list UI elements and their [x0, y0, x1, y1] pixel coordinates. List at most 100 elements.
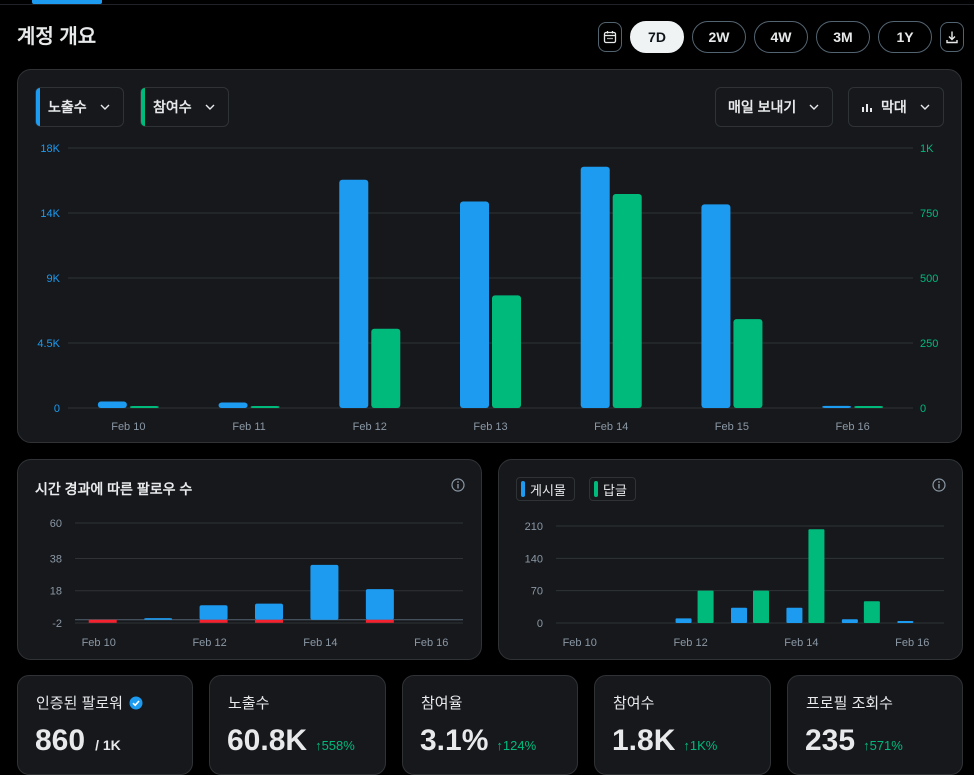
unfollow-bar	[88, 619, 117, 623]
chevron-down-icon	[205, 104, 215, 110]
chevron-down-icon	[809, 104, 819, 110]
unfollow-bar	[199, 619, 228, 623]
stat-engagements[interactable]: 참여수 1.8K ↑1K%	[594, 675, 771, 775]
legend-replies[interactable]: 답글	[589, 477, 636, 501]
metric1-color-bar	[36, 88, 40, 126]
legend-replies-label: 답글	[603, 482, 627, 498]
stat-value-wrap: 235 ↑571%	[805, 724, 903, 758]
stat-label: 노출수	[228, 695, 270, 712]
stat-impressions[interactable]: 노출수 60.8K ↑558%	[209, 675, 386, 775]
range-2w-button[interactable]: 2W	[692, 21, 746, 53]
x-tick-label: Feb 16	[414, 637, 448, 649]
engagements-bar	[854, 406, 884, 408]
calendar-icon	[603, 31, 617, 44]
download-button[interactable]	[940, 22, 964, 52]
posts-replies-bar-chart: 0 70 140 210 Feb 10 Feb 12 Feb 14 Feb 16	[525, 521, 944, 649]
followers-title: 시간 경과에 따른 팔로우 수	[35, 481, 193, 497]
y-tick-label: 140	[525, 553, 543, 565]
main-chart-card: 노출수 참여수 매일 보내기 막대 0 0 4.5K 250 9K 500 14K 750 18…	[17, 69, 962, 443]
y-right-tick: 500	[920, 273, 938, 285]
metric2-color-bar	[141, 88, 145, 126]
followers-bar-chart: -2 18 38 60 Feb 10 Feb 12 Feb 14 Feb 16	[50, 518, 463, 649]
replies-bar	[697, 590, 714, 623]
follow-bar	[144, 618, 173, 620]
range-7d-button[interactable]: 7D	[630, 21, 684, 53]
follow-bar	[365, 589, 394, 620]
y-tick-label: 0	[537, 618, 543, 630]
range-selector: 7D 2W 4W 3M 1Y	[598, 21, 964, 53]
y-right-tick: 250	[920, 338, 938, 350]
replies-bar	[753, 590, 769, 623]
stat-label-wrap: 참여율	[421, 692, 462, 713]
x-tick-label: Feb 14	[303, 637, 337, 649]
stat-label: 참여율	[421, 695, 463, 712]
legend-posts[interactable]: 게시물	[516, 477, 575, 501]
x-tick-label: Feb 10	[563, 637, 597, 649]
stat-label: 참여수	[613, 695, 655, 712]
stat-engagement-rate[interactable]: 참여율 3.1% ↑124%	[402, 675, 578, 775]
y-right-tick: 750	[920, 208, 938, 220]
legend-posts-label: 게시물	[530, 482, 566, 498]
posts-bar	[675, 618, 692, 623]
range-1y-button[interactable]: 1Y	[878, 21, 932, 53]
stat-change: ↑571%	[863, 738, 903, 753]
x-tick-label: Feb 13	[473, 421, 507, 433]
follow-bar	[310, 564, 339, 620]
y-right-tick: 0	[920, 403, 926, 415]
export-daily-select[interactable]: 매일 보내기	[715, 87, 834, 127]
x-tick-label: Feb 12	[673, 637, 707, 649]
x-tick-label: Feb 15	[715, 421, 749, 433]
chart-type-select[interactable]: 막대	[848, 87, 944, 127]
x-tick-label: Feb 11	[232, 421, 265, 433]
replies-bar	[808, 529, 825, 623]
engagements-bar	[612, 194, 642, 408]
stat-value-wrap: 60.8K ↑558%	[227, 724, 355, 758]
legend-posts-swatch	[521, 481, 525, 497]
range-3m-button[interactable]: 3M	[816, 21, 870, 53]
verified-badge-icon	[129, 696, 143, 709]
follow-bar	[199, 605, 228, 620]
x-tick-label: Feb 16	[895, 637, 929, 649]
impressions-bar	[97, 401, 127, 408]
engagements-bar	[371, 328, 401, 408]
x-tick-label: Feb 16	[836, 421, 870, 433]
stat-value: 3.1%	[420, 724, 489, 757]
stat-verified-followers[interactable]: 인증된 팔로워 860 / 1K	[17, 675, 193, 775]
active-tab-indicator	[32, 0, 102, 4]
x-tick-label: Feb 10	[82, 637, 116, 649]
y-left-tick: 14K	[40, 208, 60, 220]
info-icon[interactable]	[932, 478, 946, 492]
top-divider	[0, 4, 974, 5]
bar-chart-icon	[862, 104, 872, 112]
stat-value-wrap: 3.1% ↑124%	[420, 724, 536, 758]
y-left-tick: 4.5K	[37, 338, 60, 350]
legend-replies-swatch	[594, 481, 598, 497]
posts-replies-card: 게시물 답글 0 70 140 210 Feb 10 Feb 12 Feb 14 Feb 16	[498, 459, 963, 660]
metric1-select[interactable]: 노출수	[35, 87, 124, 127]
calendar-button[interactable]	[598, 22, 622, 52]
stat-profile-visits[interactable]: 프로필 조회수 235 ↑571%	[787, 675, 963, 775]
engagements-bar	[733, 319, 763, 408]
metric1-label: 노출수	[48, 99, 87, 115]
stat-value: 235	[805, 724, 856, 757]
x-tick-label: Feb 12	[353, 421, 387, 433]
posts-bar	[731, 607, 747, 623]
y-right-tick: 1K	[920, 143, 934, 155]
y-tick-label: 70	[531, 586, 543, 598]
metric2-select[interactable]: 참여수	[140, 87, 229, 127]
chart-type-label: 막대	[881, 99, 907, 115]
info-icon[interactable]	[451, 478, 465, 492]
followers-card: 시간 경과에 따른 팔로우 수 -2 18 38 60 Feb 10 Feb 12 Feb …	[17, 459, 482, 660]
export-label: 매일 보내기	[728, 99, 797, 115]
x-tick-label: Feb 12	[192, 637, 226, 649]
engagements-bar	[129, 406, 159, 408]
stat-label: 인증된 팔로워	[36, 695, 123, 712]
stat-change: ↑558%	[315, 738, 355, 753]
y-left-tick: 18K	[40, 143, 60, 155]
x-tick-label: Feb 10	[111, 421, 145, 433]
range-4w-button[interactable]: 4W	[754, 21, 808, 53]
x-tick-label: Feb 14	[594, 421, 628, 433]
stat-label-wrap: 인증된 팔로워	[36, 692, 143, 713]
stat-value: 860	[35, 724, 86, 757]
unfollow-bar	[365, 619, 394, 623]
